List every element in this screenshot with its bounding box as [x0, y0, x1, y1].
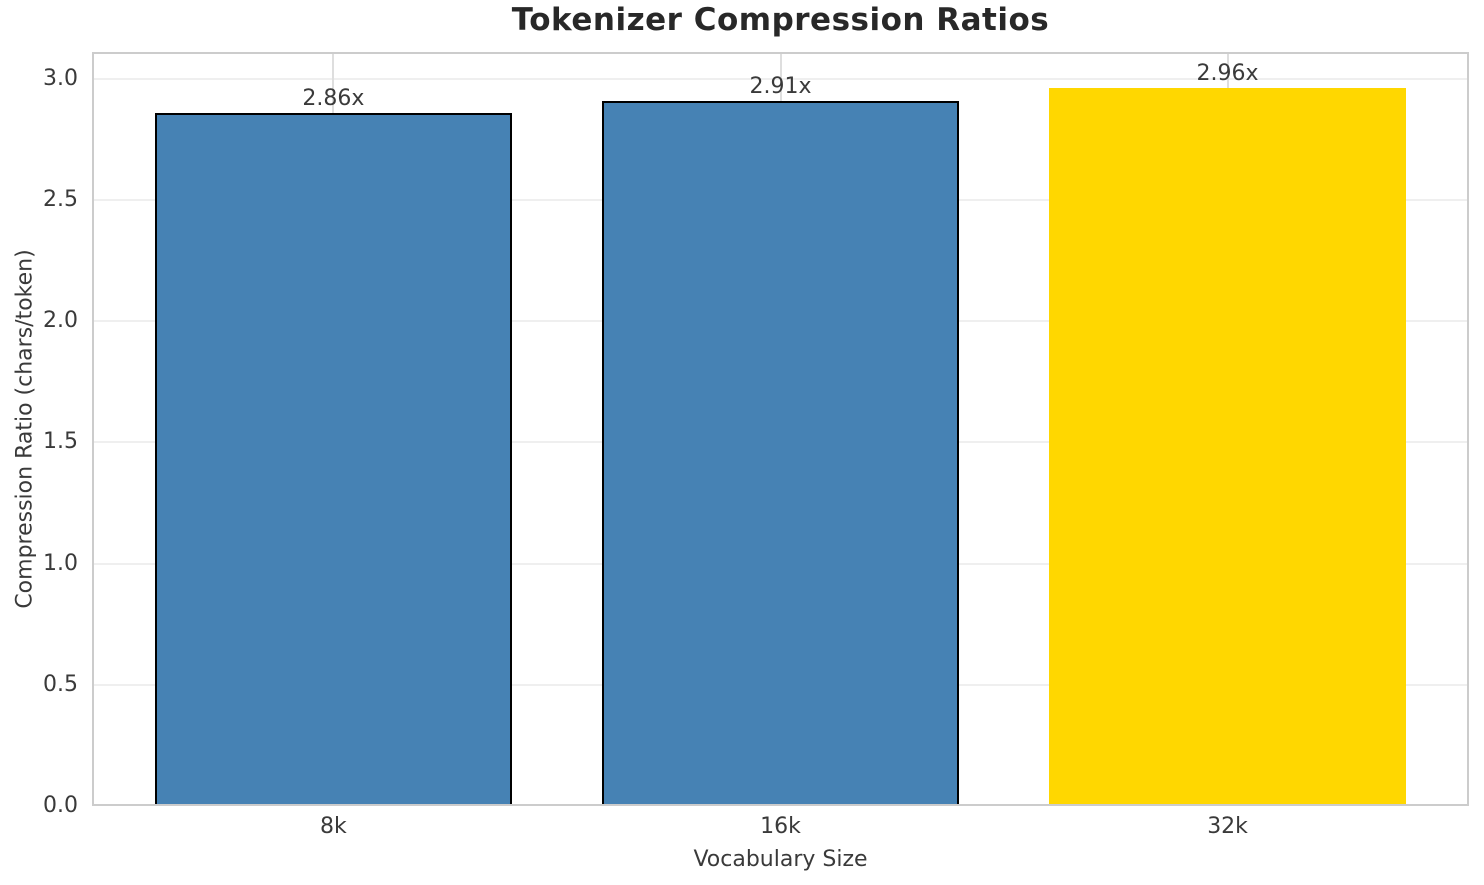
y-tick-label: 0.0: [43, 793, 78, 818]
bar-32k: [1048, 88, 1407, 806]
y-tick-label: 1.0: [43, 550, 78, 576]
x-tick-label: 16k: [760, 814, 801, 839]
y-tick-label: 1.5: [43, 429, 78, 455]
x-tick-label: 32k: [1207, 814, 1248, 839]
y-tick-label: 2.5: [43, 186, 78, 212]
y-tick-label: 2.0: [43, 308, 78, 334]
chart-title: Tokenizer Compression Ratios: [511, 2, 1050, 38]
x-tick-label: 8k: [320, 814, 347, 839]
bar-value-label: 2.91x: [749, 73, 812, 99]
y-tick-label: 0.5: [43, 671, 78, 697]
plot-area: 2.86x 2.91x 2.96x: [92, 52, 1469, 806]
bar-value-label: 2.86x: [302, 85, 365, 111]
bar-value-label: 2.96x: [1196, 61, 1259, 87]
bar-8k: [154, 112, 513, 806]
bar-16k: [601, 100, 960, 806]
y-tick-label: 3.0: [43, 65, 78, 91]
x-axis-label: Vocabulary Size: [693, 847, 868, 872]
